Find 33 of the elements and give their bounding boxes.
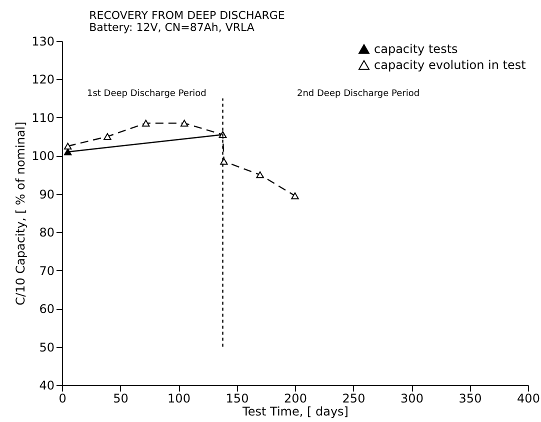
x-tick-label: 300 xyxy=(400,392,424,406)
point xyxy=(291,192,299,200)
legend-label: capacity evolution in test xyxy=(374,58,526,72)
y-tick-label: 120 xyxy=(32,72,54,87)
y-tick-label: 100 xyxy=(32,149,54,164)
x-axis-title: Test Time, [ days] xyxy=(242,404,348,418)
chart-subtitle: Battery: 12V, CN=87Ah, VRLA xyxy=(89,21,255,34)
legend-label: capacity tests xyxy=(374,42,458,56)
point xyxy=(220,158,228,165)
chart-title: RECOVERY FROM DEEP DISCHARGE xyxy=(89,9,285,22)
point xyxy=(142,120,150,127)
x-tick-label: 400 xyxy=(517,392,540,406)
y-tick-label: 60 xyxy=(39,302,54,316)
x-tick-label: 350 xyxy=(458,392,482,406)
point xyxy=(104,133,112,140)
y-tick-label: 50 xyxy=(39,340,54,354)
x-tick-label: 200 xyxy=(284,392,307,406)
point xyxy=(256,171,264,178)
x-tick-label: 250 xyxy=(342,392,366,406)
x-tick-label: 50 xyxy=(113,392,128,406)
x-tick-label: 100 xyxy=(168,392,190,406)
y-tick-label: 70 xyxy=(39,264,54,278)
y-axis-title: C/10 Capacity, [ % of nominal] xyxy=(14,122,28,306)
x-tick-label: 150 xyxy=(226,392,249,406)
y-tick-label: 40 xyxy=(39,378,54,392)
y-tick-label: 90 xyxy=(39,187,54,202)
annotation: 2nd Deep Discharge Period xyxy=(297,89,420,99)
annotation: 1st Deep Discharge Period xyxy=(87,89,206,99)
y-tick-label: 130 xyxy=(32,34,54,48)
x-tick-label: 0 xyxy=(58,392,66,406)
y-tick-label: 80 xyxy=(39,226,54,240)
point xyxy=(180,120,188,127)
y-tick-label: 110 xyxy=(32,110,54,125)
